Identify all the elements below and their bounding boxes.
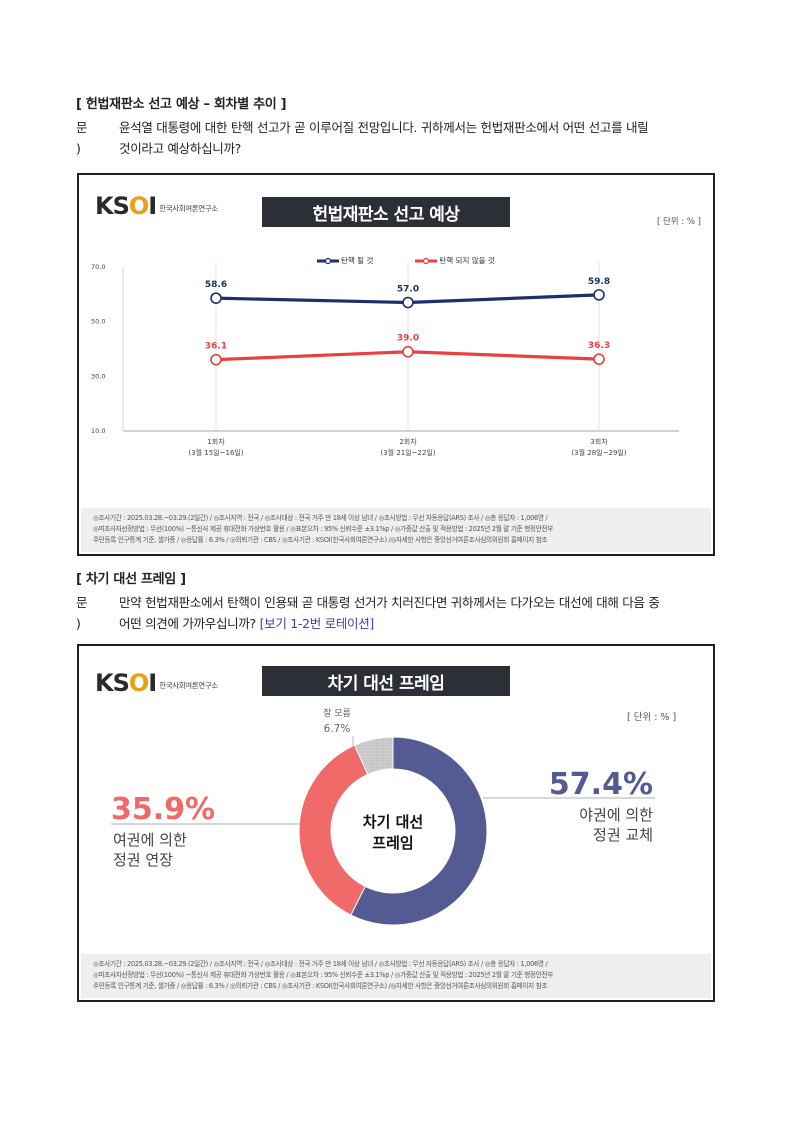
pie-slice-1 (350, 736, 488, 926)
question-text-line2: 것이라고 예상하십니까? (119, 141, 242, 156)
chart-title: 헌법재판소 선고 예상 (262, 197, 510, 227)
ksoi-logo-mark: KSOI (95, 192, 157, 220)
data-label: 36.1 (205, 342, 227, 352)
slice-value-label: 6.7% (324, 723, 351, 735)
chart-legend: 탄핵 될 것 탄핵 되지 않을 것 (317, 255, 495, 266)
question-text-line2-main: 어떤 의견에 가까우십니까? (119, 616, 256, 631)
data-label: 57.0 (397, 285, 419, 295)
footnote-line2: ◎피조사자선정방법 : 무선(100%) ~통신사 제공 휴대전화 가상번호 활… (93, 971, 553, 979)
data-point (402, 296, 414, 309)
slice-name-label-line1: 잘 모름 (323, 707, 351, 719)
slice-name-label-line1: 야권에 의한 (579, 806, 653, 824)
ksoi-logo: KSOI 한국사회여론연구소 (95, 669, 218, 697)
data-label: 39.0 (397, 334, 419, 344)
data-label: 58.6 (205, 280, 227, 290)
x-tick-sublabel: (3월 21일~22일) (380, 448, 435, 457)
y-tick-label: 50.0 (91, 318, 105, 326)
section2-title: [ 차기 대선 프레임 ] (76, 572, 186, 587)
data-label: 36.3 (588, 341, 610, 351)
ksoi-logo-subtitle: 한국사회여론연구소 (159, 204, 218, 213)
data-point (210, 292, 222, 304)
legend-item-series2: 탄핵 되지 않을 것 (415, 255, 495, 266)
unit-label: [ 단위 : % ] (656, 217, 701, 227)
footnote-line1: ◎조사기간 : 2025.03.28.~03.29.(2일간) / ◎조사지역 … (93, 514, 548, 522)
data-point (210, 353, 222, 366)
x-tick-label: 2회차 (399, 437, 417, 446)
y-tick-label: 30.0 (91, 372, 105, 380)
question-mark-label: 문 ) (76, 595, 88, 631)
slice-name-label-line2: 정권 연장 (113, 851, 173, 869)
x-tick-sublabel: (3월 15일~16일) (188, 448, 243, 457)
legend-swatch-series2 (415, 257, 438, 264)
x-tick-label: 3회차 (590, 437, 608, 446)
chart-title: 차기 대선 프레임 (262, 666, 510, 696)
unit-label: [ 단위 : % ] (627, 712, 677, 723)
survey-footnote: ◎조사기간 : 2025.03.28.~03.29.(2일간) / ◎조사지역 … (81, 954, 711, 998)
ksoi-logo-subtitle: 한국사회여론연구소 (159, 681, 218, 690)
x-tick-label: 1회차 (207, 437, 225, 446)
legend-item-series1: 탄핵 될 것 (317, 255, 373, 266)
donut-chart-panel: KSOI 한국사회여론연구소 차기 대선 프레임 [ 단위 : % ] 차기 대… (77, 644, 715, 1002)
slice-value-label: 35.9% (111, 792, 215, 827)
y-tick-label: 70.0 (91, 263, 105, 271)
data-point (593, 289, 605, 301)
legend-label-series1: 탄핵 될 것 (341, 256, 374, 265)
ksoi-logo: KSOI 한국사회여론연구소 (95, 192, 218, 220)
legend-label-series2: 탄핵 되지 않을 것 (439, 256, 495, 265)
footnote-line1: ◎조사기간 : 2025.03.28.~03.29.(2일간) / ◎조사지역 … (93, 960, 548, 968)
y-tick-label: 10.0 (91, 427, 105, 435)
line-chart-panel: KSOI 한국사회여론연구소 헌법재판소 선고 예상 [ 단위 : % ] 탄핵… (77, 173, 715, 556)
line-chart: 70.0 50.0 30.0 10.0 1회차 (3월 15일~16일) 2회차 (3월 21… (91, 262, 679, 457)
x-tick-sublabel: (3월 28일~29일) (571, 448, 626, 457)
pie-slice-2 (298, 744, 369, 916)
pie-slice-3 (353, 736, 394, 776)
footnote-line2: ◎피조사자선정방법 : 무선(100%) ~통신사 제공 휴대전화 가상번호 활… (93, 525, 553, 533)
footnote-line3: 주민등록 인구통계 기준, 셀가중 / ◎응답률 : 6.3% / ◎의뢰기관 … (93, 982, 548, 990)
slice-name-label-line2: 정권 교체 (593, 826, 653, 844)
data-point (593, 353, 605, 365)
donut-center-label-line2: 프레임 (372, 834, 413, 852)
ksoi-logo-mark: KSOI (95, 669, 157, 697)
legend-swatch-series1 (317, 257, 339, 264)
data-point (402, 345, 414, 358)
question-text-line1: 윤석열 대통령에 대한 탄핵 선고가 곧 이루어질 전망입니다. 귀하께서는 헌… (119, 120, 649, 135)
footnote-line3: 주민등록 인구통계 기준, 셀가중 / ◎응답률 : 6.3% / ◎의뢰기관 … (93, 536, 548, 544)
donut-center-label-line1: 차기 대선 (363, 813, 423, 831)
question-text-line2: 어떤 의견에 가까우십니까? [보기 1-2번 로테이션] (119, 613, 719, 634)
section1-title: [ 헌법재판소 선고 예상 – 회차별 추이 ] (76, 97, 287, 112)
survey-footnote: ◎조사기간 : 2025.03.28.~03.29.(2일간) / ◎조사지역 … (81, 508, 711, 552)
data-label: 59.8 (588, 277, 610, 287)
question-text-line1: 만약 헌법재판소에서 탄핵이 인용돼 곧 대통령 선거가 치러진다면 귀하께서는… (119, 595, 660, 610)
slice-name-label-line1: 여권에 의한 (113, 831, 187, 849)
slice-value-label: 57.4% (549, 767, 653, 802)
rotation-note: [보기 1-2번 로테이션] (259, 616, 375, 631)
question-mark-label: 문 ) (76, 120, 88, 156)
